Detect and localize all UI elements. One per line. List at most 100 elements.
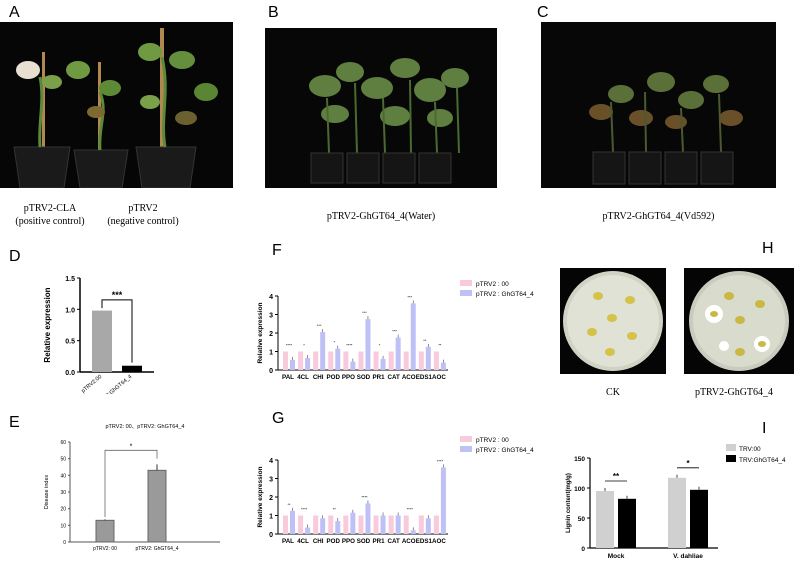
i-y-tick-label: 100	[574, 486, 585, 493]
g-x-tick-label: PR1	[373, 538, 386, 545]
e-x-tick-label: pTRV2: GhGT64_4	[136, 546, 179, 552]
f-y-tick-label: 1	[269, 350, 273, 357]
i-bar-control	[596, 491, 614, 548]
g-bar-control	[433, 515, 439, 534]
caption-a-right-line1: pTRV2	[128, 203, 158, 214]
f-bar-control	[388, 351, 394, 370]
g-bar-control	[388, 515, 394, 534]
photo-panel-a	[0, 22, 233, 189]
g-x-tick-label: CAT	[388, 538, 400, 545]
f-bar-treatment	[290, 359, 295, 370]
f-bar-treatment	[320, 332, 326, 370]
f-x-tick-label: AOC	[432, 374, 446, 381]
caption-h-ck: CK	[606, 387, 620, 398]
f-x-tick-label: POD	[327, 374, 341, 381]
d-significance-label: ***	[112, 290, 123, 300]
i-ylabel: Lignin content(mg/g)	[566, 473, 572, 533]
f-significance-mark: ***	[407, 294, 412, 299]
f-bar-treatment	[365, 319, 371, 370]
g-bar-control	[328, 515, 334, 534]
i-bar-treatment	[618, 498, 636, 548]
d-y-tick-label: 1.0	[65, 307, 75, 314]
f-x-tick-label: CAT	[388, 374, 400, 381]
f-bar-control	[403, 351, 409, 370]
g-x-tick-label: AOC	[432, 538, 446, 545]
f-bar-treatment	[440, 362, 446, 370]
i-significance-mark: **	[613, 472, 620, 481]
e-x-tick-label: pTRV2: 00	[93, 546, 117, 552]
f-x-tick-label: 4CL	[297, 374, 309, 381]
g-bar-treatment	[365, 503, 371, 534]
f-significance-mark: ****	[286, 343, 293, 348]
d-y-tick-label: 1.5	[65, 276, 75, 283]
e-significance-bracket	[104, 449, 158, 517]
g-bar-treatment	[440, 467, 446, 534]
g-bar-treatment	[350, 512, 356, 534]
g-y-tick-label: 3	[269, 477, 273, 484]
panel-label-d: D	[9, 248, 21, 265]
i-bar-control	[668, 477, 686, 548]
i-y-tick-label: 150	[574, 456, 585, 463]
f-y-tick-label: 4	[269, 294, 273, 301]
e-y-tick-label: 20	[60, 507, 66, 513]
g-bar-treatment	[290, 510, 295, 534]
e-significance-label: *	[130, 443, 133, 450]
petri-dish-trv-illustration	[684, 268, 794, 374]
i-x-tick-label: Mock	[608, 553, 625, 560]
chart-e-disease-index: pTRV2: 00、pTRV2: GhGT64_4 0 10 20 30 40 50 60 Di…	[44, 424, 220, 552]
g-bar-control	[298, 515, 304, 534]
f-significance-mark: *	[303, 343, 305, 348]
caption-a-left-line1: pTRV2-CLA	[23, 203, 77, 214]
e-y-tick-label: 0	[63, 540, 66, 546]
f-ylabel: Relative expression	[257, 302, 264, 363]
i-x-tick-label: V. dahliae	[673, 553, 703, 560]
e-ylabel: Disease index	[44, 474, 50, 509]
g-y-tick-label: 4	[269, 458, 273, 465]
f-bar-control	[373, 351, 379, 370]
f-bar-treatment	[335, 348, 341, 370]
f-legend-swatch	[460, 290, 472, 296]
g-ylabel: Relative expression	[257, 466, 264, 527]
f-bar-control	[298, 351, 304, 370]
e-y-tick-label: 40	[60, 473, 66, 479]
cotton-plants-vd592-illustration	[541, 22, 776, 188]
g-y-tick-label: 0	[269, 532, 273, 539]
i-y-tick-label: 50	[578, 516, 586, 523]
panel-label-g: G	[272, 410, 285, 427]
g-bar-control	[418, 515, 424, 534]
f-bar-treatment	[425, 346, 431, 370]
panel-label-e: E	[9, 414, 20, 431]
photo-panel-c	[541, 22, 776, 188]
f-significance-mark: ***	[317, 323, 322, 328]
i-y-tick-label: 0	[581, 546, 585, 553]
d-significance-bracket	[101, 299, 133, 363]
f-legend-swatch	[460, 280, 472, 286]
g-significance-mark: ****	[437, 458, 444, 463]
i-legend-swatch	[726, 444, 736, 451]
g-significance-mark: ****	[301, 507, 308, 512]
i-bar-treatment	[690, 489, 708, 548]
g-legend-swatch	[460, 446, 472, 452]
f-bar-treatment	[410, 303, 416, 370]
g-bar-control	[373, 515, 379, 534]
g-bar-treatment	[410, 530, 416, 534]
panel-label-b: B	[268, 4, 279, 21]
caption-a-right: pTRV2 (negative control)	[98, 202, 188, 228]
g-x-tick-label: PPO	[342, 538, 355, 545]
f-x-tick-label: SOD	[357, 374, 371, 381]
e-y-tick-label: 60	[60, 440, 66, 446]
caption-a-right-line2: (negative control)	[107, 216, 179, 227]
f-bar-treatment	[350, 361, 356, 370]
f-bar-control	[328, 351, 334, 370]
g-x-tick-label: POD	[327, 538, 341, 545]
e-bar	[147, 469, 167, 543]
g-bar-control	[313, 515, 319, 534]
f-significance-mark: **	[438, 343, 442, 348]
f-bar-control	[418, 351, 424, 370]
g-bar-treatment	[320, 518, 326, 534]
i-significance-mark: *	[686, 459, 690, 468]
g-legend-label: pTRV2 : GhGT64_4	[476, 447, 534, 454]
f-y-tick-label: 0	[269, 368, 273, 375]
g-legend-swatch	[460, 436, 472, 442]
